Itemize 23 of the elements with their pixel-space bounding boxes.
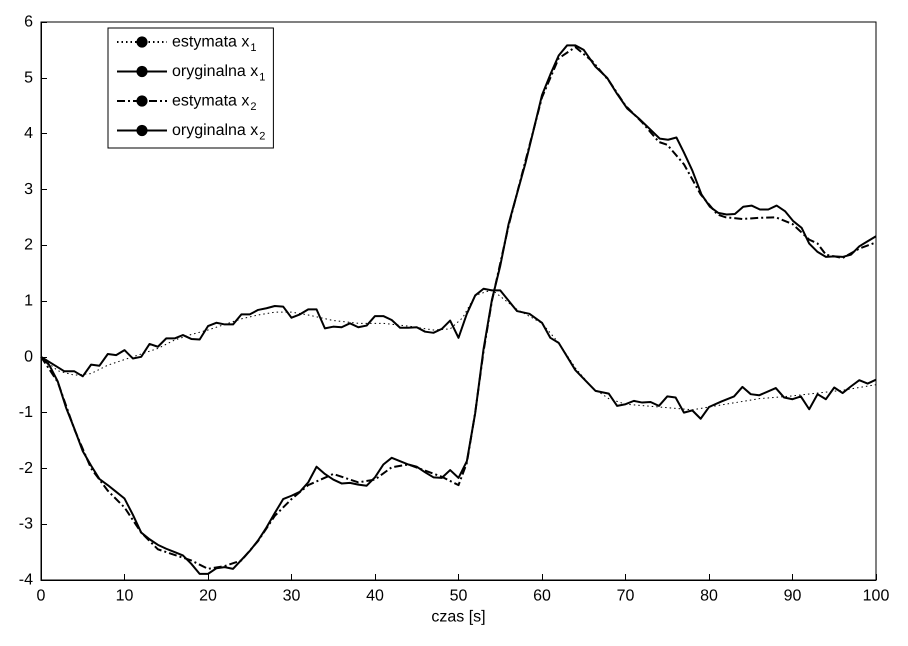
y-tick-label: -1 [18, 404, 34, 422]
y-tick-label: 0 [24, 348, 34, 366]
y-tick-label: -2 [18, 460, 34, 477]
y-tick-label: 2 [24, 236, 34, 254]
x-tick-label: 100 [862, 588, 890, 604]
y-tick-label: 4 [24, 125, 34, 142]
x-axis-title: czas [s] [431, 608, 486, 626]
x-tick-label: 70 [616, 588, 634, 604]
y-tick-label: 3 [24, 180, 34, 198]
x-tick-label: 90 [784, 588, 802, 604]
x-tick-label: 50 [450, 588, 468, 604]
x-tick-label: 0 [36, 588, 46, 604]
x-tick-label: 10 [116, 588, 134, 604]
x-tick-label: 40 [366, 588, 384, 604]
y-tick-label: 5 [24, 69, 34, 86]
y-tick-label: -3 [18, 516, 34, 533]
x-tick-label: 60 [533, 588, 551, 604]
x-tick-label: 80 [700, 588, 718, 604]
y-tick-label: 1 [24, 292, 34, 310]
x-tick-label: 30 [282, 588, 300, 604]
y-tick-label: 6 [24, 14, 34, 30]
x-tick-label: 20 [199, 588, 217, 604]
y-tick-label: -4 [18, 572, 34, 588]
